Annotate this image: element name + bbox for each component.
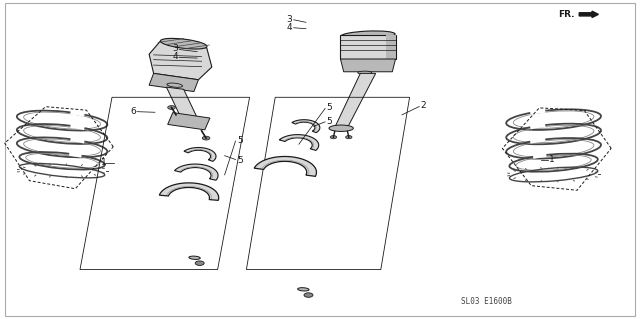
Polygon shape (340, 35, 396, 59)
Text: SL03 E1600B: SL03 E1600B (461, 297, 512, 306)
Text: 5: 5 (326, 117, 332, 126)
Ellipse shape (298, 288, 309, 291)
Polygon shape (149, 73, 198, 92)
Polygon shape (184, 148, 216, 161)
Ellipse shape (189, 256, 200, 259)
Text: FR.: FR. (558, 10, 575, 19)
Ellipse shape (161, 38, 207, 49)
Circle shape (168, 106, 175, 109)
Text: 6: 6 (130, 107, 136, 115)
Polygon shape (159, 183, 219, 200)
Circle shape (195, 261, 204, 265)
Text: 4: 4 (287, 23, 292, 32)
Polygon shape (168, 113, 210, 130)
Text: 3: 3 (287, 15, 292, 24)
Polygon shape (175, 164, 218, 180)
Text: 2: 2 (420, 101, 426, 110)
Polygon shape (386, 35, 396, 59)
Polygon shape (579, 11, 598, 18)
Text: 3: 3 (172, 44, 178, 53)
Text: 1: 1 (549, 155, 555, 164)
Text: 4: 4 (172, 52, 178, 61)
Polygon shape (254, 157, 316, 176)
Polygon shape (166, 87, 198, 120)
Ellipse shape (329, 125, 353, 131)
Circle shape (330, 136, 337, 139)
Polygon shape (340, 59, 396, 72)
Text: 5: 5 (237, 156, 243, 165)
Polygon shape (292, 120, 320, 133)
Circle shape (346, 136, 352, 139)
Circle shape (304, 293, 313, 297)
Ellipse shape (341, 31, 395, 39)
Ellipse shape (167, 83, 182, 87)
Text: 1: 1 (100, 158, 106, 167)
Ellipse shape (358, 71, 372, 74)
Polygon shape (279, 135, 319, 150)
Polygon shape (149, 41, 212, 80)
Text: 5: 5 (237, 136, 243, 145)
Circle shape (202, 136, 210, 140)
Polygon shape (335, 73, 376, 128)
Text: 5: 5 (326, 103, 332, 112)
